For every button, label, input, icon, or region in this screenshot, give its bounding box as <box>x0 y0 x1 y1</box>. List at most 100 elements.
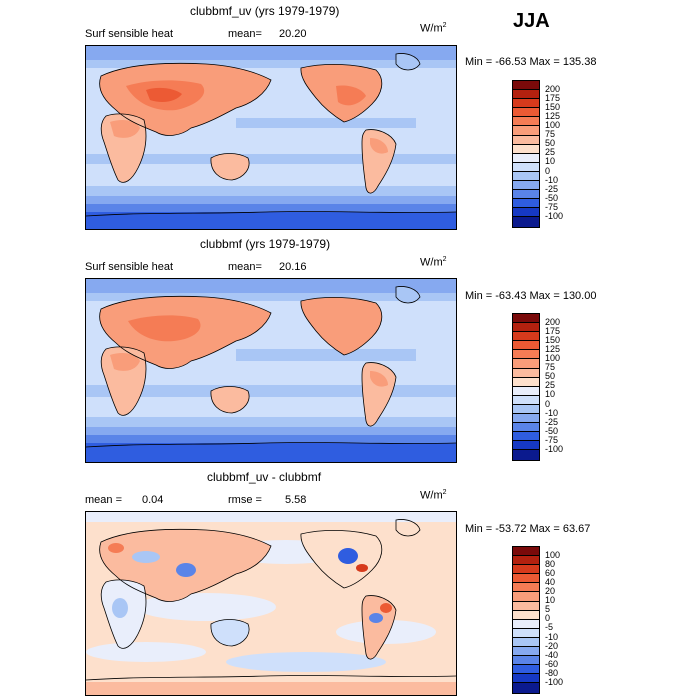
colorbar-swatch <box>513 341 539 351</box>
colorbar-swatch <box>513 432 539 442</box>
colorbar-tick-label: 10 <box>545 389 556 400</box>
colorbar-swatch <box>513 386 539 396</box>
units-label: W/m2 <box>420 489 447 502</box>
colorbar-tick-label: 75 <box>545 129 556 140</box>
panel-title: clubbmf_uv (yrs 1979-1979) <box>190 4 340 18</box>
colorbar-swatch <box>513 190 539 200</box>
colorbar-tick-label: 60 <box>545 567 556 578</box>
colorbar-tick-label: 125 <box>545 110 561 121</box>
colorbar-tick-label: 10 <box>545 156 556 167</box>
colorbar-swatch <box>513 126 539 136</box>
colorbar-tick-label: 125 <box>545 343 561 354</box>
colorbar-swatch <box>513 665 539 675</box>
sensible-heat-map <box>85 45 457 230</box>
colorbar-swatch <box>513 108 539 118</box>
colorbar-swatch <box>513 647 539 657</box>
colorbar-tick-label: -60 <box>545 658 559 669</box>
colorbar-tick-label: -75 <box>545 201 559 212</box>
colorbar-swatch <box>513 574 539 584</box>
rmse-label: rmse = <box>228 494 262 506</box>
mean-label: mean= <box>228 261 262 273</box>
colorbar-swatch <box>513 601 539 611</box>
colorbar-tick-label: 0 <box>545 165 551 176</box>
colorbar-tick-label: 0 <box>545 613 551 624</box>
colorbar-swatch <box>513 208 539 218</box>
colorbar-swatch <box>513 683 539 693</box>
colorbar-swatch <box>513 404 539 415</box>
colorbar <box>512 313 540 461</box>
colorbar-swatch <box>513 377 539 387</box>
colorbar-tick-label: -25 <box>545 416 559 427</box>
colorbar-tick-label: -5 <box>545 622 554 633</box>
mean-label: mean = <box>85 494 122 506</box>
colorbar-swatch <box>513 637 539 648</box>
colorbar-swatch <box>513 135 539 145</box>
min-max-readout: Min = -63.43 Max = 130.00 <box>465 290 597 302</box>
colorbar-swatch <box>513 423 539 433</box>
colorbar-tick-label: -10 <box>545 174 559 185</box>
colorbar-tick-label: 40 <box>545 576 556 587</box>
colorbar-tick-label: 5 <box>545 604 551 615</box>
colorbar-tick-label: 10 <box>545 595 556 606</box>
colorbar-tick-label: -100 <box>545 677 564 687</box>
colorbar-swatch <box>513 674 539 684</box>
colorbar-swatch <box>513 217 539 227</box>
colorbar-tick-label: 75 <box>545 362 556 373</box>
colorbar <box>512 80 540 228</box>
colorbar-tick-label: 100 <box>545 120 561 130</box>
panel-title: clubbmf_uv - clubbmf <box>207 470 322 484</box>
season-label: JJA <box>513 10 550 32</box>
colorbar-tick-label: 175 <box>545 325 561 336</box>
sensible-heat-map <box>85 278 457 463</box>
colorbar-tick-label: -10 <box>545 631 559 642</box>
colorbar-tick-label: 200 <box>545 83 561 94</box>
colorbar <box>512 546 540 694</box>
colorbar-tick-label: 150 <box>545 334 561 345</box>
colorbar-swatch <box>513 199 539 209</box>
colorbar-swatch <box>513 323 539 333</box>
colorbar-swatch <box>513 162 539 172</box>
colorbar-swatch <box>513 314 539 324</box>
colorbar-swatch <box>513 117 539 127</box>
colorbar-tick-label: 150 <box>545 101 561 112</box>
colorbar-swatch <box>513 359 539 369</box>
colorbar-tick-label: -75 <box>545 434 559 445</box>
colorbar-swatch <box>513 144 539 154</box>
colorbar-tick-label: -50 <box>545 425 559 436</box>
colorbar-swatch <box>513 350 539 360</box>
colorbar-tick-label: 100 <box>545 549 561 560</box>
panel-title: clubbmf (yrs 1979-1979) <box>200 237 331 251</box>
colorbar-tick-label: 20 <box>545 586 556 596</box>
mean-value: 20.16 <box>279 261 307 273</box>
colorbar-tick-label: -10 <box>545 407 559 418</box>
colorbar-swatch <box>513 565 539 575</box>
colorbar-swatch <box>513 99 539 109</box>
rmse-value: 5.58 <box>285 494 307 506</box>
colorbar-tick-label: -100 <box>545 444 564 454</box>
colorbar-tick-label: 0 <box>545 398 551 409</box>
colorbar-tick-label: 50 <box>545 138 556 149</box>
colorbar-swatch <box>513 368 539 378</box>
difference-map <box>85 511 457 696</box>
colorbar-swatch <box>513 153 539 163</box>
colorbar-swatch <box>513 90 539 100</box>
colorbar-tick-label: 80 <box>545 558 556 569</box>
colorbar-swatch <box>513 441 539 451</box>
variable-label: Surf sensible heat <box>85 261 174 273</box>
colorbar-swatch <box>513 583 539 593</box>
colorbar-swatch <box>513 450 539 460</box>
colorbar-tick-label: -20 <box>545 640 559 651</box>
colorbar-swatch <box>513 656 539 666</box>
mean-value: 20.20 <box>279 28 307 40</box>
colorbar-tick-label: 200 <box>545 316 561 327</box>
colorbar-tick-label: -100 <box>545 211 564 221</box>
variable-label: Surf sensible heat <box>85 28 174 40</box>
units-label: W/m2 <box>420 256 447 269</box>
colorbar-tick-label: 100 <box>545 353 561 363</box>
min-max-readout: Min = -53.72 Max = 63.67 <box>465 523 591 535</box>
colorbar-swatch <box>513 547 539 557</box>
units-label: W/m2 <box>420 22 447 35</box>
min-max-readout: Min = -66.53 Max = 135.38 <box>465 56 597 68</box>
colorbar-swatch <box>513 395 539 405</box>
colorbar-swatch <box>513 332 539 342</box>
